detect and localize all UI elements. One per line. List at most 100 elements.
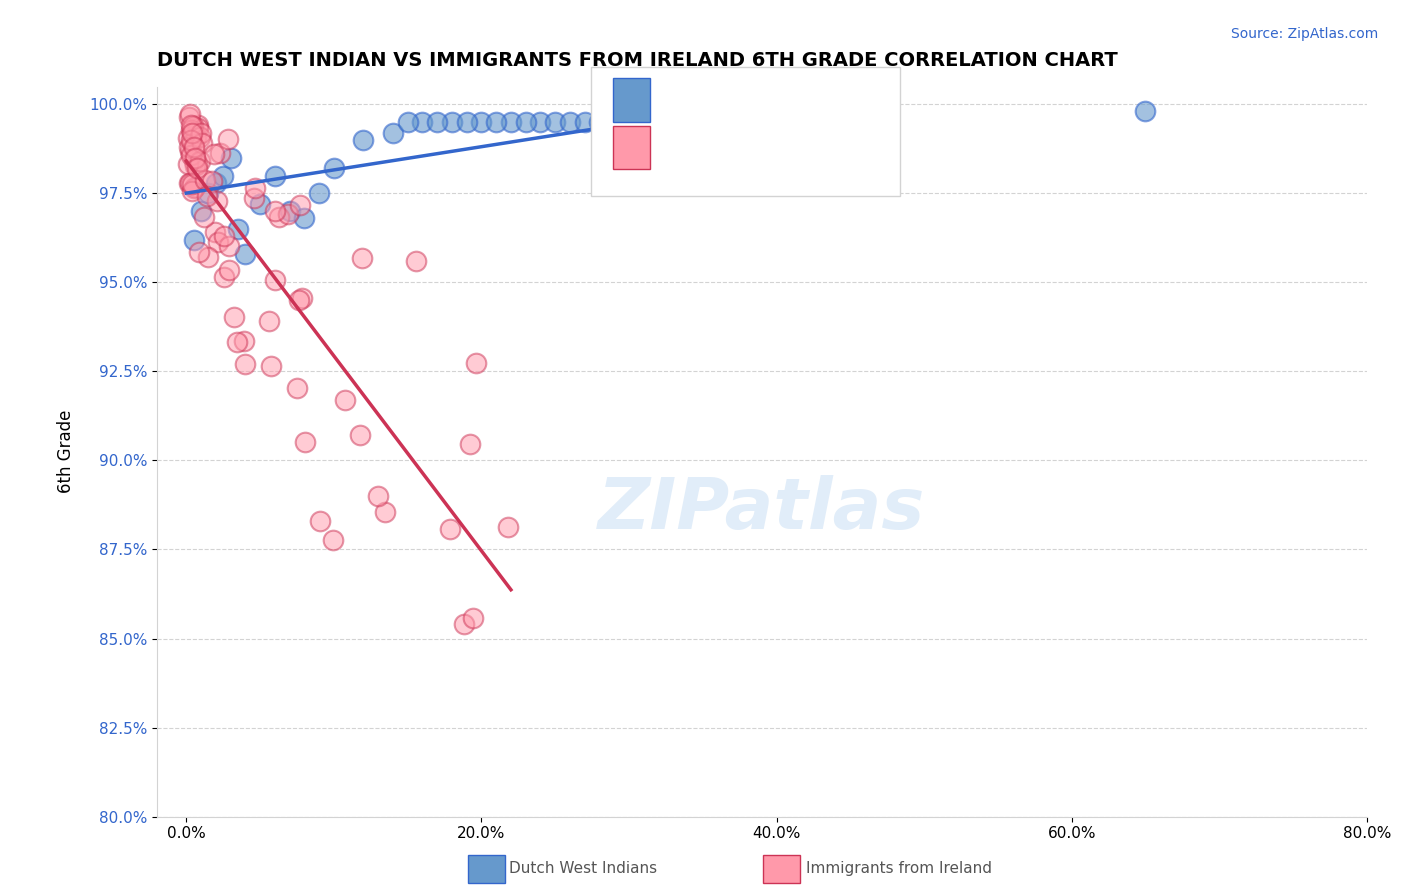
Point — [207, 235, 229, 250]
Text: Immigrants from Ireland: Immigrants from Ireland — [806, 862, 991, 876]
Point — [257, 314, 280, 328]
Point — [201, 174, 224, 188]
Point — [194, 173, 217, 187]
Point — [183, 154, 205, 169]
Point — [181, 136, 204, 151]
Point — [204, 176, 226, 190]
Point — [456, 115, 478, 129]
Point — [603, 115, 626, 129]
Point — [177, 157, 200, 171]
Point — [496, 520, 519, 534]
Text: R = 0.391   N = 81: R = 0.391 N = 81 — [664, 141, 863, 160]
Point — [197, 250, 219, 264]
Point — [226, 334, 249, 349]
Point — [294, 434, 316, 449]
Point — [184, 151, 207, 165]
Point — [183, 140, 205, 154]
Point — [214, 229, 236, 244]
Point — [308, 186, 330, 201]
Point — [1135, 104, 1157, 119]
Point — [263, 169, 285, 183]
Point — [233, 357, 256, 371]
Point — [180, 148, 202, 162]
Point — [233, 247, 256, 261]
Point — [202, 146, 225, 161]
Point — [263, 273, 285, 287]
Point — [226, 222, 249, 236]
Point — [263, 204, 285, 219]
Point — [461, 611, 484, 625]
Point — [633, 115, 655, 129]
Point — [381, 126, 404, 140]
Point — [367, 489, 389, 503]
Text: R = 0.546   N = 38: R = 0.546 N = 38 — [664, 100, 863, 119]
Point — [277, 207, 299, 221]
Point — [218, 263, 240, 277]
Point — [662, 115, 685, 129]
Point — [222, 310, 245, 324]
Point — [183, 180, 205, 194]
Point — [291, 291, 314, 305]
Point — [181, 119, 204, 133]
Point — [411, 115, 433, 129]
Point — [453, 617, 475, 632]
Point — [292, 211, 315, 226]
Point — [269, 210, 291, 224]
Point — [190, 204, 212, 219]
Point — [470, 115, 492, 129]
Point — [322, 161, 344, 176]
Point — [335, 392, 357, 407]
Point — [352, 251, 374, 265]
Point — [183, 233, 205, 247]
Point — [249, 197, 271, 211]
Point — [209, 145, 232, 160]
Point — [243, 180, 266, 194]
Point — [179, 176, 201, 190]
Point — [588, 115, 610, 129]
Point — [186, 161, 208, 176]
Text: Source: ZipAtlas.com: Source: ZipAtlas.com — [1230, 27, 1378, 41]
Point — [184, 159, 207, 173]
Point — [349, 428, 371, 442]
Point — [218, 238, 240, 252]
Point — [499, 115, 522, 129]
Point — [287, 293, 309, 307]
Point — [180, 121, 202, 136]
Point — [195, 189, 218, 203]
Point — [458, 436, 481, 450]
Point — [352, 133, 374, 147]
Point — [308, 514, 330, 528]
Point — [180, 184, 202, 198]
Point — [217, 132, 239, 146]
Point — [617, 115, 640, 129]
Point — [212, 270, 235, 285]
Text: Dutch West Indians: Dutch West Indians — [509, 862, 657, 876]
Point — [177, 131, 200, 145]
Point — [179, 110, 201, 124]
Point — [180, 123, 202, 137]
Point — [193, 210, 215, 224]
Y-axis label: 6th Grade: 6th Grade — [58, 409, 75, 493]
Point — [405, 254, 427, 268]
Point — [574, 115, 596, 129]
Point — [184, 179, 207, 194]
Point — [676, 115, 699, 129]
Point — [374, 505, 396, 519]
Point — [288, 198, 311, 212]
Point — [426, 115, 449, 129]
Point — [278, 204, 301, 219]
Point — [188, 245, 211, 260]
Point — [260, 359, 283, 373]
Point — [187, 121, 209, 136]
Point — [439, 522, 461, 536]
Point — [186, 157, 208, 171]
Point — [179, 107, 201, 121]
Point — [188, 154, 211, 169]
Point — [180, 118, 202, 132]
Point — [558, 115, 581, 129]
Text: DUTCH WEST INDIAN VS IMMIGRANTS FROM IRELAND 6TH GRADE CORRELATION CHART: DUTCH WEST INDIAN VS IMMIGRANTS FROM IRE… — [157, 51, 1118, 70]
Point — [529, 115, 551, 129]
Point — [190, 127, 212, 141]
Point — [181, 177, 204, 191]
Point — [212, 169, 235, 183]
